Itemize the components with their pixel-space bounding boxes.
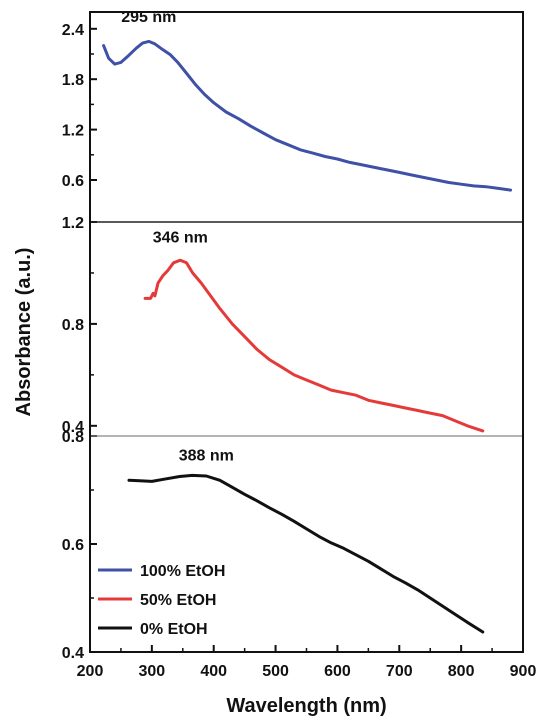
y-tick-label-0-0: 0.6 — [62, 173, 84, 190]
x-tick-label-1: 300 — [139, 663, 166, 680]
legend: 100% EtOH 50% EtOH 0% EtOH — [98, 563, 225, 638]
x-tick-label-4: 600 — [324, 663, 351, 680]
plot-frame — [89, 11, 524, 653]
peak-label-2: 388 nm — [179, 447, 234, 464]
series-line-2 — [127, 473, 485, 634]
legend-label-2: 0% EtOH — [140, 621, 208, 638]
y-tick-label-0-2: 1.8 — [62, 72, 84, 89]
series-line-1 — [143, 258, 485, 433]
y-tick-label-0-1: 1.2 — [62, 123, 84, 140]
y-tick-label-1-2: 1.2 — [62, 215, 84, 232]
x-tick-label-5: 700 — [386, 663, 413, 680]
x-tick-label-2: 400 — [200, 663, 227, 680]
x-tick-label-3: 500 — [262, 663, 289, 680]
y-tick-label-2-0: 0.4 — [62, 645, 84, 662]
x-tick-label-6: 800 — [448, 663, 475, 680]
x-tick-label-7: 900 — [510, 663, 537, 680]
series-line-0 — [102, 39, 513, 192]
y-tick-label-0-3: 2.4 — [62, 22, 84, 39]
x-axis-title: Wavelength (nm) — [226, 695, 386, 717]
plot-area — [102, 39, 513, 634]
y-tick-label-1-1: 0.8 — [62, 317, 84, 334]
x-tick-label-0: 200 — [77, 663, 104, 680]
peak-label-0: 295 nm — [121, 9, 176, 26]
y-tick-label-2-2: 0.8 — [62, 429, 84, 446]
legend-label-0: 100% EtOH — [140, 563, 225, 580]
peak-label-1: 346 nm — [153, 229, 208, 246]
y-tick-label-1-0: 0.4 — [62, 419, 84, 436]
y-tick-label-2-1: 0.6 — [62, 537, 84, 554]
legend-label-1: 50% EtOH — [140, 592, 216, 609]
y-axis-title: Absorbance (a.u.) — [13, 248, 35, 417]
